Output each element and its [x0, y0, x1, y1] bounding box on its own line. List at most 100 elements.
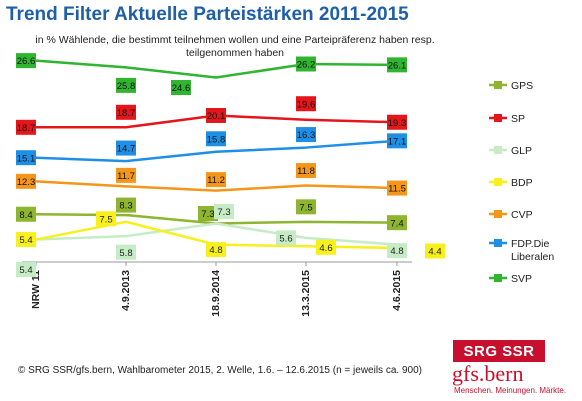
- svg-text:26.1: 26.1: [388, 60, 407, 71]
- x-tick-label: NRW 11: [30, 270, 42, 309]
- svg-text:20.1: 20.1: [207, 111, 226, 122]
- data-label-cvp: 12.3: [16, 173, 36, 189]
- data-label-fdp-die-liberalen: 15.8: [206, 131, 226, 147]
- svg-text:5.4: 5.4: [19, 235, 32, 246]
- data-label-sp: 18.7: [116, 104, 136, 120]
- svg-text:11.8: 11.8: [297, 166, 315, 177]
- data-label-svp: 25.8: [116, 77, 136, 93]
- data-label-sp: 19.3: [387, 114, 407, 130]
- svg-text:7.3: 7.3: [201, 209, 214, 220]
- source-footer: © SRG SSR/gfs.bern, Wahlbarometer 2015, …: [18, 365, 422, 376]
- data-label-svp: 24.6: [171, 80, 191, 96]
- data-label-cvp: 11.2: [206, 172, 226, 188]
- x-tick-label: 13.3.2015: [300, 270, 312, 317]
- svg-text:SP: SP: [511, 113, 525, 125]
- svg-text:4.8: 4.8: [209, 245, 222, 256]
- series-line-glp: [35, 222, 398, 246]
- svg-text:18.7: 18.7: [17, 123, 36, 134]
- svg-text:5.8: 5.8: [119, 248, 132, 259]
- chart-title: Trend Filter Aktuelle Parteistärken 2011…: [6, 4, 409, 25]
- data-label-svp: 26.1: [387, 57, 407, 73]
- series-line-svp: [35, 59, 398, 79]
- data-label-bdp: 4.8: [206, 242, 226, 258]
- svg-text:15.1: 15.1: [17, 153, 36, 164]
- svg-text:Liberalen: Liberalen: [511, 251, 554, 263]
- svg-text:GLP: GLP: [511, 145, 532, 157]
- svg-text:15.8: 15.8: [207, 134, 226, 145]
- series-line-cvp: [35, 180, 398, 192]
- series-line-fdp-die-liberalen: [35, 139, 398, 163]
- data-label-sp: 18.7: [16, 119, 36, 135]
- svg-text:12.3: 12.3: [17, 177, 36, 188]
- svg-text:7.3: 7.3: [217, 207, 230, 218]
- svg-text:8.4: 8.4: [19, 210, 32, 221]
- svg-text:5.4: 5.4: [19, 265, 32, 276]
- legend-item-glp: GLP: [489, 145, 532, 157]
- data-label-bdp: 7.5: [96, 211, 116, 227]
- data-label-fdp-die-liberalen: 17.1: [387, 133, 407, 149]
- data-label-gps: 8.3: [116, 197, 136, 213]
- data-label-glp: 7.3: [214, 204, 234, 220]
- gfs-bern-logo: gfs.bern Menschen. Meinungen. Märkte.: [452, 362, 580, 400]
- data-label-glp: 5.6: [276, 230, 296, 246]
- data-label-gps: 7.4: [387, 215, 407, 231]
- data-label-svp: 26.2: [296, 56, 316, 72]
- chart-subtitle: in % Wählende, die bestimmt teilnehmen w…: [35, 34, 435, 59]
- svg-text:4.4: 4.4: [428, 247, 441, 258]
- srg-ssr-logo: SRG SSR: [453, 340, 545, 362]
- data-label-cvp: 11.5: [387, 180, 407, 196]
- svg-text:14.7: 14.7: [117, 144, 136, 155]
- svg-text:CVP: CVP: [511, 209, 533, 221]
- svg-text:19.3: 19.3: [388, 118, 407, 129]
- x-tick-label: 4.9.2013: [120, 270, 132, 311]
- data-label-svp: 26.6: [16, 53, 36, 69]
- data-label-gps: 7.3: [198, 206, 218, 222]
- svg-text:5.6: 5.6: [279, 233, 292, 244]
- gfs-bern-logo-name: gfs.bern: [452, 361, 524, 386]
- svg-text:7.5: 7.5: [299, 202, 312, 213]
- data-label-bdp: 5.4: [16, 232, 36, 248]
- data-label-cvp: 11.8: [296, 163, 316, 179]
- data-label-glp: 5.4: [16, 262, 36, 278]
- svg-text:7.4: 7.4: [390, 218, 403, 229]
- svg-text:19.6: 19.6: [297, 99, 316, 110]
- x-tick-label: 18.9.2014: [210, 270, 222, 317]
- svg-text:26.6: 26.6: [17, 56, 36, 67]
- svg-text:11.5: 11.5: [388, 184, 406, 195]
- svg-text:8.3: 8.3: [119, 201, 132, 212]
- svg-text:FDP.Die: FDP.Die: [511, 238, 549, 250]
- svg-text:18.7: 18.7: [117, 108, 136, 119]
- data-label-fdp-die-liberalen: 16.3: [296, 127, 316, 143]
- svg-text:16.3: 16.3: [297, 130, 316, 141]
- legend-item-sp: SP: [489, 113, 525, 125]
- svg-text:11.7: 11.7: [117, 171, 135, 182]
- legend-item-cvp: CVP: [489, 209, 533, 221]
- svg-text:BDP: BDP: [511, 177, 533, 189]
- gfs-bern-logo-slogan: Menschen. Meinungen. Märkte.: [454, 386, 567, 395]
- svg-text:26.2: 26.2: [297, 60, 316, 71]
- legend-item-gps: GPS: [489, 80, 533, 92]
- svg-text:11.2: 11.2: [207, 175, 225, 186]
- svg-text:4.6: 4.6: [319, 243, 332, 254]
- legend-item-bdp: BDP: [489, 177, 533, 189]
- data-label-glp: 5.8: [116, 244, 136, 260]
- data-label-gps: 7.5: [296, 199, 316, 215]
- svg-text:GPS: GPS: [511, 80, 533, 92]
- data-label-sp: 19.6: [296, 96, 316, 112]
- data-label-cvp: 11.7: [116, 167, 136, 183]
- svg-text:24.6: 24.6: [172, 83, 191, 94]
- legend-item-svp: SVP: [489, 273, 532, 285]
- data-label-glp: 4.8: [387, 243, 407, 259]
- svg-text:7.5: 7.5: [99, 214, 112, 225]
- data-label-gps: 8.4: [16, 206, 36, 222]
- data-label-bdp: 4.4: [425, 243, 445, 259]
- svg-text:4.8: 4.8: [390, 246, 403, 257]
- svg-text:SVP: SVP: [511, 273, 532, 285]
- svg-text:25.8: 25.8: [117, 81, 136, 92]
- data-label-fdp-die-liberalen: 15.1: [16, 150, 36, 166]
- x-tick-label: 4.6.2015: [391, 270, 403, 311]
- data-label-bdp: 4.6: [316, 239, 336, 255]
- data-label-fdp-die-liberalen: 14.7: [116, 140, 136, 156]
